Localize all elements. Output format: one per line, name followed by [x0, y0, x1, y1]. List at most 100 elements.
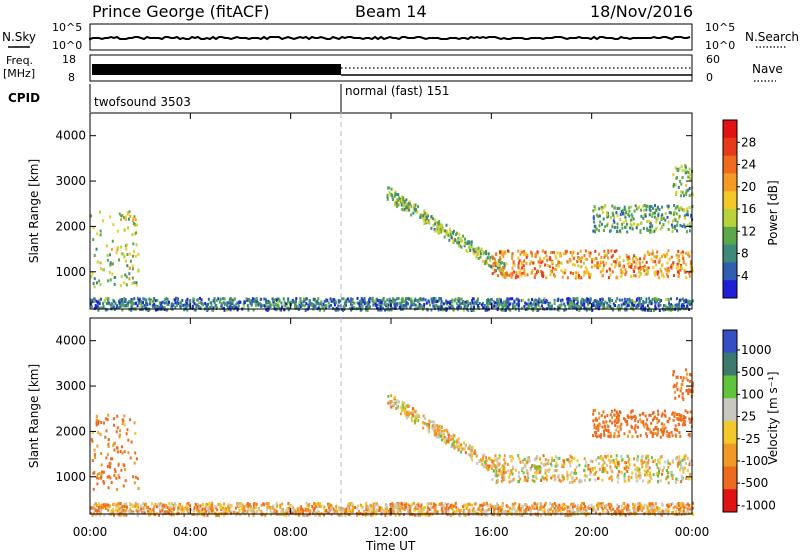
echo-cell — [100, 472, 103, 475]
echo-cell — [508, 250, 510, 253]
echo-cell — [686, 223, 689, 227]
echo-cell — [489, 256, 492, 260]
echo-cell — [681, 191, 684, 195]
echo-cell — [300, 505, 303, 509]
echo-cell — [132, 216, 135, 220]
echo-cell — [613, 220, 616, 224]
echo-cell — [666, 215, 669, 219]
echo-cell — [535, 457, 538, 461]
echo-cell — [442, 504, 445, 508]
echo-cell — [659, 257, 661, 261]
echo-cell — [320, 300, 323, 304]
echo-cell — [611, 270, 614, 274]
echo-cell — [207, 506, 210, 510]
echo-cell — [650, 302, 653, 306]
echo-cell — [404, 300, 407, 304]
echo-cell — [267, 305, 270, 309]
echo-cell — [91, 431, 94, 434]
echo-cell — [485, 252, 488, 256]
echo-cell — [133, 504, 135, 508]
echo-cell — [256, 300, 259, 304]
echo-cell — [414, 303, 417, 307]
echo-cell — [123, 414, 126, 418]
echo-cell — [609, 297, 612, 301]
echo-cell — [456, 238, 459, 242]
echo-cell — [211, 507, 214, 511]
echo-cell — [472, 308, 475, 312]
echo-cell — [618, 470, 621, 474]
echo-cell — [605, 428, 608, 432]
echo-cell — [536, 270, 539, 274]
echo-cell — [497, 299, 500, 302]
echo-cell — [117, 505, 120, 509]
echo-cell — [655, 298, 658, 302]
echo-cell — [128, 266, 131, 270]
echo-cell — [639, 265, 642, 269]
echo-cell — [332, 306, 335, 310]
echo-cell — [426, 504, 429, 508]
echo-cell — [402, 405, 405, 409]
echo-cell — [259, 297, 262, 301]
echo-cell — [103, 502, 106, 506]
echo-cell — [501, 273, 504, 277]
echo-cell — [415, 505, 418, 509]
echo-cell — [686, 170, 689, 174]
echo-cell — [491, 466, 493, 470]
echo-cell — [210, 301, 213, 305]
echo-cell — [642, 227, 645, 230]
echo-cell — [513, 507, 516, 511]
echo-cell — [610, 263, 613, 267]
echo-cell — [117, 305, 120, 309]
echo-cell — [616, 460, 619, 464]
echo-cell — [486, 308, 489, 312]
echo-cell — [584, 249, 587, 253]
echo-cell — [534, 475, 537, 479]
echo-cell — [435, 432, 438, 436]
echo-cell — [571, 302, 574, 306]
echo-cell — [583, 302, 586, 306]
echo-cell — [151, 304, 154, 308]
echo-cell — [519, 477, 522, 481]
echo-cell — [104, 435, 107, 439]
echo-cell — [519, 268, 522, 272]
echo-cell — [442, 302, 445, 306]
echo-cell — [135, 509, 138, 512]
echo-cell — [567, 458, 570, 462]
echo-cell — [329, 297, 332, 301]
echo-cell — [526, 253, 529, 257]
echo-cell — [107, 279, 110, 283]
echo-cell — [106, 503, 109, 507]
echo-cell — [569, 271, 572, 275]
echo-cell — [246, 304, 249, 308]
echo-cell — [393, 402, 396, 406]
echo-cell — [251, 511, 254, 515]
echo-cell — [633, 510, 636, 514]
echo-cell — [601, 478, 604, 482]
echo-cell — [284, 302, 287, 306]
echo-cell — [555, 264, 558, 268]
echo-cell — [668, 257, 671, 261]
echo-cell — [678, 458, 681, 462]
echo-cell — [436, 429, 439, 433]
echo-cell — [618, 206, 621, 210]
echo-cell — [579, 504, 582, 508]
echo-cell — [425, 301, 428, 305]
echo-cell — [560, 506, 563, 510]
echo-cell — [664, 218, 667, 222]
echo-cell — [630, 263, 633, 267]
echo-cell — [450, 506, 453, 510]
echo-cell — [339, 299, 342, 303]
echo-cell — [166, 302, 169, 306]
echo-cell — [624, 467, 627, 471]
echo-cell — [685, 505, 688, 509]
echo-cell — [460, 305, 463, 309]
echo-cell — [564, 304, 567, 308]
echo-cell — [443, 235, 446, 239]
echo-cell — [534, 298, 537, 302]
echo-cell — [598, 467, 601, 471]
echo-cell — [580, 265, 583, 269]
echo-cell — [298, 300, 301, 304]
echo-cell — [99, 283, 102, 287]
echo-cell — [653, 511, 656, 515]
echo-cell — [402, 200, 405, 204]
